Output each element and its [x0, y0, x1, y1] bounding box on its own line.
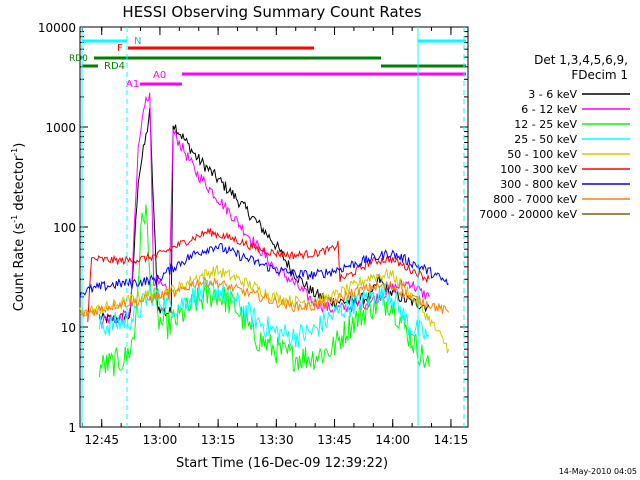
rd4-label: RD4: [104, 61, 125, 72]
rd0-label: RD0: [69, 54, 88, 64]
x-tick-label-6: 14:15: [434, 433, 469, 447]
plot-frame: [79, 26, 469, 428]
series-group: [79, 92, 450, 378]
attenuator-label-a0: A0: [153, 70, 166, 81]
x-tick-label-3: 13:30: [259, 433, 294, 447]
x-tick-label-4: 13:45: [317, 433, 352, 447]
legend: Det 1,3,4,5,6,9, FDecim 1 3 - 6 keV 6 - 1…: [479, 53, 630, 221]
x-tick-label-0: 12:45: [84, 433, 119, 447]
flare-label: F: [117, 43, 123, 54]
night-label: N: [134, 36, 141, 47]
footer-date: 14-May-2010 04:05: [559, 467, 637, 476]
x-axis-label: Start Time (16-Dec-09 12:39:22): [176, 456, 388, 471]
legend-label-4: 50 - 100 keV: [507, 148, 577, 161]
series-line-3: [98, 279, 430, 348]
x-tick-label-2: 13:15: [201, 433, 236, 447]
x-tick-label-1: 13:00: [143, 433, 178, 447]
x-tick-label-5: 14:00: [375, 433, 410, 447]
series-line-7: [79, 277, 450, 318]
legend-label-3: 25 - 50 keV: [514, 133, 577, 146]
state-bars: N F RD0 RD4 A1 A0: [69, 36, 466, 90]
series-line-2: [98, 204, 430, 378]
legend-label-1: 6 - 12 keV: [521, 103, 577, 116]
y-tick-label-4: 10000: [38, 21, 76, 35]
legend-label-6: 300 - 800 keV: [500, 178, 577, 191]
y-tick-label-3: 1000: [45, 121, 76, 135]
legend-label-8: 7000 - 20000 keV: [479, 208, 577, 221]
night-boundaries: [81, 27, 465, 427]
y-tick-label-1: 10: [61, 321, 76, 335]
plot-axes: 12:45 13:00 13:15 13:30 13:45 14:00 14:15 1 10 10…: [38, 21, 468, 447]
chart-title: HESSI Observing Summary Count Rates: [122, 3, 421, 21]
legend-label-7: 800 - 7000 keV: [493, 193, 577, 206]
series-line-5: [87, 227, 430, 323]
legend-label-5: 100 - 300 keV: [500, 163, 577, 176]
y-tick-label-2: 100: [53, 221, 76, 235]
series-line-6: [79, 242, 449, 298]
series-line-0: [98, 107, 430, 324]
legend-header-1: Det 1,3,4,5,6,9,: [534, 53, 628, 67]
y-tick-label-0: 1: [68, 421, 76, 435]
legend-label-0: 3 - 6 keV: [528, 88, 577, 101]
y-axis-label: Count Rate (s-1 detector-1): [10, 143, 27, 312]
attenuator-label-a1: A1: [126, 79, 139, 90]
legend-header-2: FDecim 1: [571, 68, 628, 82]
legend-label-2: 12 - 25 keV: [514, 118, 577, 131]
